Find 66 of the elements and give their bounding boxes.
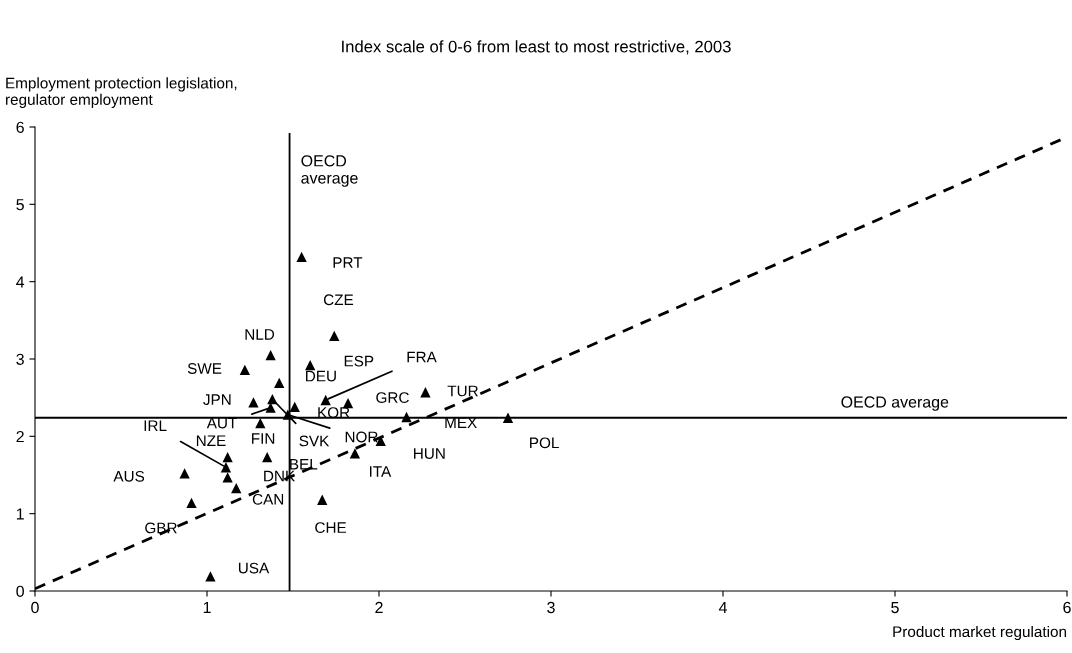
y-tick-label: 5 (16, 199, 24, 211)
x-tick-label: 2 (375, 601, 383, 613)
annotation: SWE (187, 363, 222, 374)
annotation: ESP (344, 355, 374, 367)
point (222, 452, 233, 463)
point (296, 251, 307, 263)
point (289, 401, 300, 413)
y-tick-label: 4 (16, 276, 25, 288)
point (349, 448, 361, 459)
x-axis-title: Product market regulation (893, 625, 1067, 641)
annotation: NLD (245, 329, 275, 340)
x-tick-label: 5 (891, 602, 899, 614)
point (329, 330, 340, 341)
ref-line-label: OECD average (841, 396, 949, 411)
annotation: SVK (299, 435, 330, 447)
annotation: HUN (414, 448, 445, 459)
annotation: GRC (376, 392, 409, 404)
annotation: PRT (333, 257, 363, 268)
annotation: AUT (206, 417, 237, 429)
annotation: CZE (323, 294, 354, 306)
annotation: TUR (447, 385, 478, 397)
point (186, 497, 197, 508)
chart-title: Index scale of 0-6 from least to most restrictive, 2003 (342, 40, 731, 55)
annotation: USA (238, 562, 270, 574)
annotation: NZE (196, 435, 226, 446)
point (262, 452, 273, 463)
point (179, 468, 190, 479)
point (420, 387, 431, 398)
point (305, 360, 316, 371)
point (502, 412, 514, 423)
annotation: AUS (113, 470, 145, 482)
ref-line-label: OECD average (301, 155, 358, 187)
y-tick-label: 3 (16, 353, 24, 365)
point (265, 349, 276, 361)
point (220, 462, 232, 473)
point (248, 397, 259, 408)
x-tick-label: 4 (718, 602, 727, 613)
point (274, 377, 285, 389)
annotation: ITA (370, 466, 392, 477)
point (401, 411, 412, 423)
point (317, 494, 328, 505)
annotation: BEL (290, 458, 318, 470)
annotation: CAN (252, 493, 284, 505)
annotation: JPN (203, 394, 231, 406)
annotation: DEU (306, 370, 336, 382)
y-axis-title: Employment protection legislation, regulator employment (6, 77, 237, 108)
annotation: NOR (345, 431, 378, 443)
annotation: CHE (315, 522, 347, 534)
x-tick-label: 1 (203, 602, 211, 613)
y-tick-label: 1 (16, 508, 24, 520)
point (222, 472, 233, 483)
point (320, 394, 331, 406)
point (239, 364, 250, 375)
x-tick-label: 3 (547, 601, 555, 614)
x-tick-label: 0 (31, 601, 39, 614)
annotation: FRA (407, 351, 437, 363)
y-tick-label: 0 (16, 585, 24, 597)
y-tick-label: 2 (16, 430, 24, 443)
annotation: IRL (144, 420, 167, 431)
point (231, 483, 242, 494)
point (205, 571, 216, 582)
point (255, 418, 266, 429)
y-tick-label: 6 (16, 121, 24, 133)
annotation: FIN (252, 433, 275, 444)
x-tick-label: 6 (1063, 601, 1071, 614)
annotation: POL (530, 437, 559, 449)
